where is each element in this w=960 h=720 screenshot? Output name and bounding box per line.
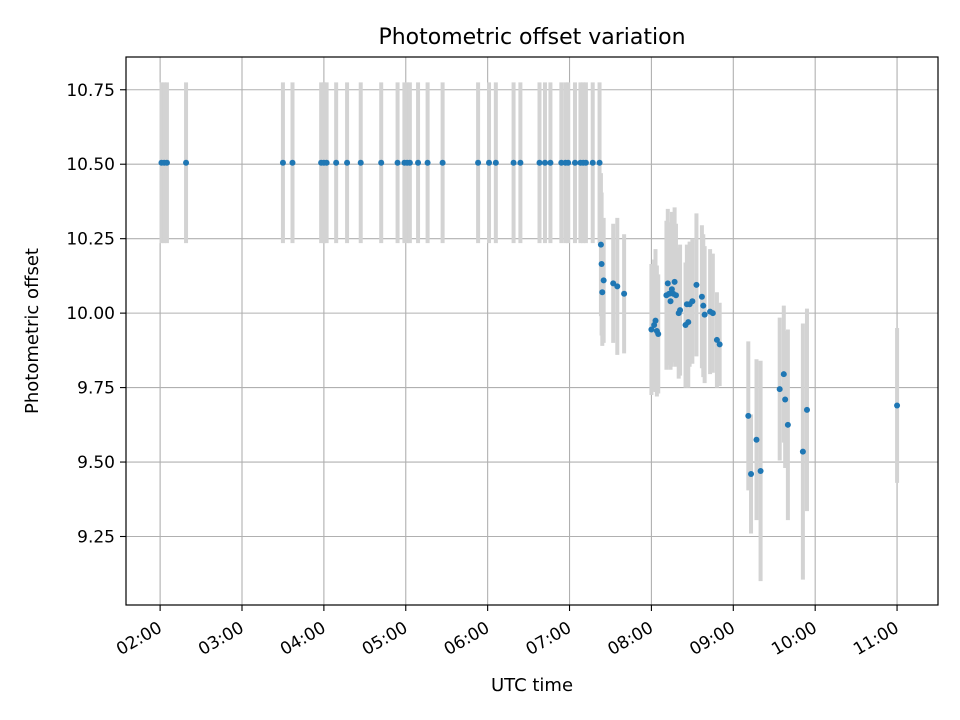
- data-point: [597, 241, 604, 248]
- data-point: [510, 159, 517, 166]
- data-point: [424, 159, 431, 166]
- data-points: [158, 159, 901, 477]
- data-point: [536, 159, 543, 166]
- data-point: [784, 421, 791, 428]
- data-point: [571, 159, 578, 166]
- data-point: [289, 159, 296, 166]
- data-point: [753, 436, 760, 443]
- data-point: [803, 406, 810, 413]
- data-point: [677, 307, 684, 314]
- y-tick-label: 9.50: [77, 453, 115, 473]
- data-point: [486, 159, 493, 166]
- data-point: [698, 293, 705, 300]
- data-point: [357, 159, 364, 166]
- data-point: [655, 330, 662, 337]
- y-tick-label: 10.75: [66, 81, 115, 101]
- data-point: [614, 283, 621, 290]
- x-axis-label: UTC time: [491, 675, 573, 696]
- data-point: [394, 159, 401, 166]
- data-point: [599, 289, 606, 296]
- data-point: [709, 310, 716, 317]
- data-point: [799, 448, 806, 455]
- data-point: [780, 371, 787, 378]
- data-point: [745, 412, 752, 419]
- data-point: [517, 159, 524, 166]
- y-tick-label: 9.75: [77, 379, 115, 399]
- data-point: [782, 396, 789, 403]
- data-point: [415, 159, 422, 166]
- data-point: [183, 159, 190, 166]
- data-point: [700, 302, 707, 309]
- data-point: [344, 159, 351, 166]
- data-point: [333, 159, 340, 166]
- data-point: [671, 278, 678, 285]
- data-point: [163, 159, 170, 166]
- data-point: [648, 326, 655, 333]
- chart-title: Photometric offset variation: [378, 25, 685, 50]
- data-point: [757, 467, 764, 474]
- data-point: [492, 159, 499, 166]
- data-point: [439, 159, 446, 166]
- plot-frame: [125, 56, 939, 606]
- data-point: [652, 317, 659, 324]
- data-point: [582, 159, 589, 166]
- data-point: [701, 311, 708, 318]
- data-point: [693, 281, 700, 288]
- y-axis-label: Photometric offset: [22, 248, 43, 414]
- data-point: [664, 280, 671, 287]
- data-point: [279, 159, 286, 166]
- data-point: [667, 298, 674, 305]
- data-point: [716, 341, 723, 348]
- data-point: [748, 470, 755, 477]
- data-point: [685, 319, 692, 326]
- y-axis-ticks: 9.25 9.50 9.75 10.00 10.25 10.50 10.75: [66, 81, 126, 548]
- data-point: [378, 159, 385, 166]
- y-tick-label: 10.50: [66, 155, 115, 175]
- data-point: [541, 159, 548, 166]
- data-point: [894, 402, 901, 409]
- data-point: [565, 159, 572, 166]
- data-point: [475, 159, 482, 166]
- data-point: [600, 277, 607, 284]
- data-point: [776, 386, 783, 393]
- data-point: [596, 159, 603, 166]
- y-tick-label: 10.25: [66, 230, 115, 250]
- data-point: [589, 159, 596, 166]
- y-tick-label: 10.00: [66, 304, 115, 324]
- data-point: [598, 260, 605, 267]
- data-point: [323, 159, 330, 166]
- data-point: [713, 336, 720, 343]
- data-point: [406, 159, 413, 166]
- data-point: [547, 159, 554, 166]
- y-tick-label: 9.25: [77, 528, 115, 548]
- data-point: [689, 298, 696, 305]
- data-point: [621, 290, 628, 297]
- data-point: [672, 292, 679, 299]
